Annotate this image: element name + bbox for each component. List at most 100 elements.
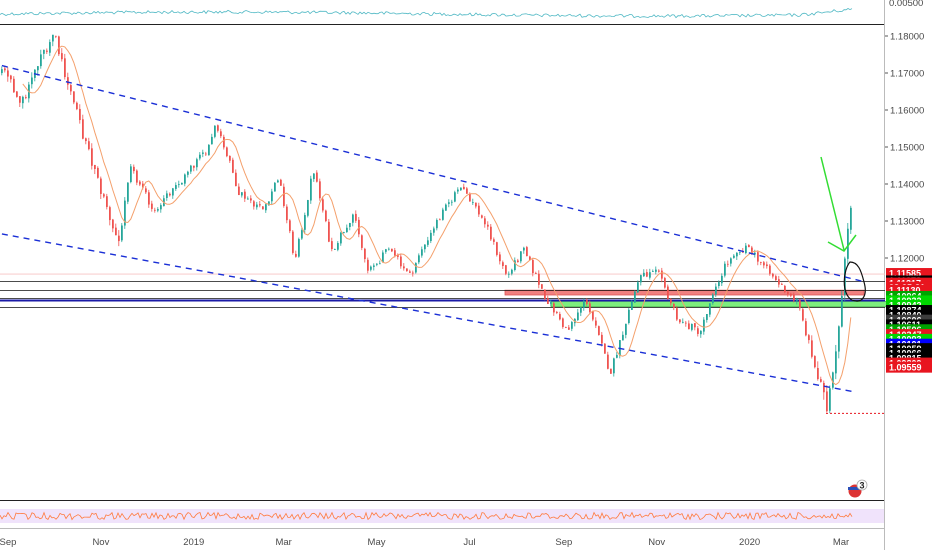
- candle-body: [718, 282, 720, 287]
- candle-body: [520, 251, 522, 262]
- candle-body: [496, 242, 498, 255]
- candle-body: [457, 189, 459, 192]
- candle-body: [481, 215, 483, 218]
- candle-body: [187, 171, 189, 175]
- candle-body: [199, 154, 201, 159]
- candle-body: [181, 182, 183, 185]
- candle-body: [550, 302, 552, 304]
- candle-body: [571, 322, 573, 329]
- candle-body: [97, 167, 99, 178]
- candle-body: [643, 272, 645, 277]
- candle-body: [157, 209, 159, 211]
- candle-body: [841, 295, 843, 327]
- resistance-zone: [504, 289, 865, 296]
- candle-body: [847, 228, 849, 259]
- candle-body: [355, 213, 357, 221]
- candle-body: [88, 141, 90, 150]
- candle-body: [838, 326, 840, 352]
- candle-body: [325, 210, 327, 222]
- candle-body: [451, 201, 453, 203]
- candle-body: [154, 209, 156, 211]
- candle-body: [340, 232, 342, 244]
- candle-body: [685, 322, 687, 324]
- candle-body: [661, 270, 663, 279]
- candle-body: [484, 218, 486, 225]
- time-axis: Sep Nov 2019 Mar May Jul Sep Nov 2020 Mar: [0, 537, 849, 548]
- candle-body: [13, 78, 15, 93]
- candle-body: [40, 54, 42, 67]
- candle-body: [190, 165, 192, 172]
- candle-body: [778, 279, 780, 285]
- candle-body: [109, 207, 111, 221]
- candle-body: [10, 75, 12, 80]
- time-tick-label: Mar: [275, 537, 291, 548]
- candle-body: [304, 215, 306, 230]
- candle-body: [547, 298, 549, 304]
- candle-body: [313, 173, 315, 180]
- candle-body: [646, 272, 648, 277]
- candle-body: [736, 252, 738, 257]
- candle-body: [241, 192, 243, 196]
- candle-body: [376, 263, 378, 265]
- candle-body: [121, 225, 123, 241]
- candle-body: [487, 224, 489, 227]
- time-tick-label: Sep: [0, 537, 16, 548]
- candle-body: [655, 269, 657, 272]
- candle-body: [406, 268, 408, 272]
- candle-body: [295, 253, 297, 257]
- price-tick-label: 1.16000: [890, 106, 924, 117]
- oscillator-line: [0, 8, 853, 19]
- events-count-badge: [856, 479, 868, 491]
- candle-body: [193, 165, 195, 168]
- candle-body: [46, 50, 48, 52]
- candle-body: [148, 192, 150, 205]
- candle-body: [106, 196, 108, 207]
- candle-body: [184, 174, 186, 184]
- candle-body: [409, 271, 411, 273]
- candle-body: [166, 193, 168, 198]
- candle-body: [232, 159, 234, 173]
- candle-body: [454, 192, 456, 202]
- candle-body: [115, 227, 117, 236]
- price-badge-label: 1.11130: [889, 285, 921, 295]
- candle-body: [529, 256, 531, 261]
- candle-body: [298, 239, 300, 257]
- candle-body: [733, 255, 735, 258]
- candle-body: [775, 276, 777, 280]
- candle-body: [814, 356, 816, 368]
- time-tick-label: May: [368, 537, 386, 548]
- candle-body: [730, 258, 732, 264]
- candle-body: [70, 85, 72, 92]
- candle-body: [445, 204, 447, 211]
- candle-body: [220, 131, 222, 137]
- candle-body: [250, 198, 252, 201]
- candle-body: [64, 58, 66, 78]
- candle-body: [625, 323, 627, 335]
- candle-body: [601, 334, 603, 344]
- candle-body: [586, 299, 588, 304]
- candle-body: [631, 301, 633, 310]
- candle-body: [721, 275, 723, 284]
- candle-body: [712, 294, 714, 304]
- candle-body: [544, 289, 546, 299]
- candle-body: [310, 178, 312, 201]
- candle-body: [502, 262, 504, 267]
- candle-body: [379, 263, 381, 265]
- candle-body: [802, 309, 804, 321]
- candle-body: [607, 354, 609, 369]
- candle-body: [52, 34, 54, 42]
- candle-body: [478, 205, 480, 215]
- candle-body: [532, 259, 534, 274]
- candle-body: [82, 119, 84, 139]
- price-badge: [886, 268, 932, 280]
- candle-body: [820, 379, 822, 382]
- candle-body: [226, 147, 228, 157]
- candle-body: [850, 207, 852, 230]
- candle-body: [829, 388, 831, 411]
- candle-body: [622, 334, 624, 341]
- candle-body: [142, 183, 144, 188]
- candle-body: [1, 69, 3, 74]
- candle-body: [448, 202, 450, 204]
- candle-body: [511, 269, 513, 274]
